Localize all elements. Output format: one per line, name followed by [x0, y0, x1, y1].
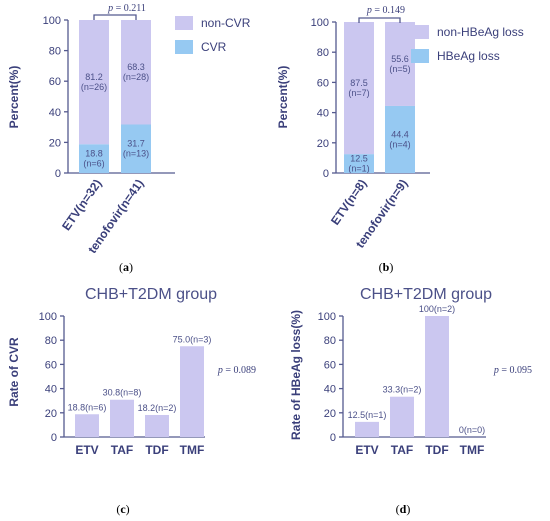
y-tick-label: 20 [49, 137, 61, 149]
x-tick-label: TAF [391, 443, 413, 457]
y-axis-title: Rate of HBeAg loss(%) [289, 310, 303, 440]
bar [110, 399, 134, 437]
y-tick-label: 40 [324, 384, 336, 396]
bar [425, 316, 449, 437]
y-tick-label: 80 [45, 335, 57, 347]
bar-data-label: 0(n=0) [459, 425, 485, 435]
bar-non-hbeag-loss [344, 22, 374, 155]
x-tick-label: ETV [75, 443, 98, 457]
p-value: p = 0.089 [217, 365, 256, 376]
y-tick-label: 0 [330, 432, 336, 444]
bar-hbeag-loss [344, 154, 374, 173]
y-axis-title: Percent(%) [276, 66, 290, 129]
bar-data-label: 55.6 (n=5) [389, 54, 410, 74]
bar [180, 346, 204, 437]
x-tick-label: ETV(n=8) [328, 177, 369, 228]
chart-title: CHB+T2DM group [85, 286, 217, 303]
y-tick-label: 100 [318, 311, 336, 323]
y-axis-title: Rate of CVR [7, 337, 21, 407]
y-tick-label: 40 [49, 107, 61, 119]
bar-data-label: 81.2 (n=26) [81, 72, 107, 92]
bar [145, 414, 169, 437]
bar-data-label: 75.0(n=3) [173, 334, 212, 344]
bar [75, 414, 99, 437]
legend: non-HBeAg loss HBeAg loss [411, 25, 524, 63]
bar-data-label: 100(n=2) [419, 304, 455, 314]
panel-letter: (b) [379, 260, 394, 274]
y-axis-title: Percent(%) [7, 66, 21, 129]
legend-label: HBeAg loss [437, 49, 500, 63]
bar-data-label: 31.7 (n=13) [123, 139, 149, 159]
legend-swatch [175, 16, 193, 30]
y-tick-label: 80 [49, 46, 61, 58]
significance-bracket [93, 14, 137, 20]
bar-cvr [79, 144, 109, 173]
bar-data-label: 44.4 (n=4) [389, 129, 410, 149]
chart-title: CHB+T2DM group [360, 286, 492, 303]
bar-data-label: 30.8(n=8) [103, 388, 142, 398]
bar-cvr [121, 124, 151, 173]
panel-b: 0 20 40 60 80 100 Percent(%) 12.5 (n=1) 87.5 (n=7)… [276, 5, 524, 274]
legend-label: non-HBeAg loss [437, 25, 524, 39]
bar-non-hbeag-loss [385, 22, 415, 106]
y-tick-label: 60 [49, 76, 61, 88]
bar-hbeag-loss [385, 105, 415, 173]
bar-data-label: 18.8(n=6) [83, 149, 104, 169]
p-value: p = 0.095 [493, 365, 532, 376]
y-tick-label: 0 [51, 432, 57, 444]
bar-data-label: 18.2(n=2) [138, 403, 177, 413]
panel-a: 0 20 40 60 80 100 Percent(%) 18.8 (n=6) 81.2 (n=26… [7, 3, 251, 274]
x-tick-label: TDF [425, 443, 448, 457]
x-tick-label: TMF [460, 443, 485, 457]
y-tick-label: 40 [317, 108, 329, 120]
panel-letter: (d) [396, 502, 411, 516]
bar [355, 421, 379, 437]
bar-data-label: 18.8(n=6) [68, 402, 107, 412]
x-tick-label: TMF [180, 443, 205, 457]
panel-letter: (c) [116, 502, 129, 516]
x-tick-label: TAF [111, 443, 133, 457]
p-value: p = 0.211 [107, 3, 146, 14]
y-tick-label: 0 [323, 168, 329, 180]
panel-d: 0 20 40 60 80 100 Rate of HBeAg loss(%) 12.5(n=… [289, 286, 532, 516]
y-tick-label: 100 [311, 17, 329, 29]
panel-letter: (a) [119, 260, 133, 274]
legend-swatch [175, 40, 193, 54]
y-tick-label: 100 [39, 311, 57, 323]
y-tick-label: 60 [317, 77, 329, 89]
x-tick-label: TDF [145, 443, 168, 457]
legend-swatch [411, 25, 429, 39]
y-tick-label: 0 [55, 168, 61, 180]
panel-c: 0 20 40 60 80 100 Rate of CVR 18.8(n=6) 30.8(n=8… [7, 286, 256, 516]
p-value: p = 0.149 [366, 5, 405, 16]
bar-data-label: 87.5 (n=7) [348, 78, 369, 98]
y-tick-label: 20 [324, 408, 336, 420]
y-tick-label: 20 [45, 408, 57, 420]
x-tick-label: ETV [355, 443, 378, 457]
legend-label: CVR [201, 40, 227, 54]
legend-swatch [411, 49, 429, 63]
y-tick-label: 60 [45, 359, 57, 371]
y-tick-label: 80 [317, 47, 329, 59]
y-tick-label: 40 [45, 384, 57, 396]
y-tick-label: 100 [43, 15, 61, 27]
bar [390, 396, 414, 437]
bar-data-label: 33.3(n=2) [383, 385, 422, 395]
bar-non-cvr [79, 20, 109, 145]
y-tick-label: 60 [324, 359, 336, 371]
y-tick-label: 80 [324, 335, 336, 347]
bar-data-label: 68.3 (n=28) [123, 62, 149, 82]
bar-non-cvr [121, 20, 151, 125]
bar-data-label: 12.5(n=1) [348, 410, 387, 420]
legend: non-CVR CVR [175, 16, 251, 54]
bar-data-label: 12.5(n=1) [348, 154, 369, 174]
significance-bracket [358, 17, 401, 23]
x-tick-label: ETV(n=32) [59, 177, 104, 233]
y-tick-label: 20 [317, 138, 329, 150]
legend-label: non-CVR [201, 16, 251, 30]
